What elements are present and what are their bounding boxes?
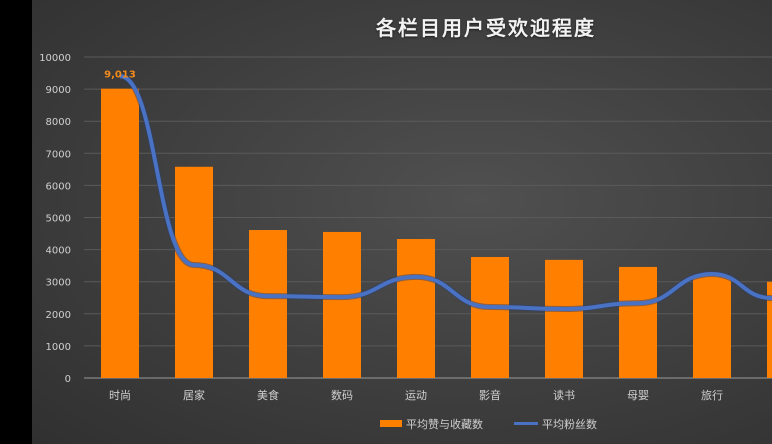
line-series-avg-followers — [119, 74, 772, 311]
bar — [249, 230, 287, 378]
y-tick-label: 9000 — [46, 85, 71, 96]
x-category-label: 影音 — [479, 388, 501, 402]
x-category-label: 时尚 — [109, 388, 131, 402]
legend-label-line: 平均粉丝数 — [542, 418, 597, 431]
x-category-label: 美食 — [257, 388, 279, 402]
bar — [693, 275, 731, 378]
x-category-label: 运动 — [405, 389, 427, 402]
y-tick-label: 3000 — [46, 278, 71, 289]
legend-label-bar: 平均赞与收藏数 — [406, 417, 483, 431]
y-tick-label: 10000 — [39, 53, 71, 64]
y-tick-label: 2000 — [46, 310, 71, 321]
bar — [767, 281, 772, 378]
x-category-label: 读书 — [553, 388, 575, 402]
y-tick-label: 6000 — [46, 181, 71, 192]
x-category-label: 居家 — [183, 388, 205, 402]
chart-title: 各栏目用户受欢迎程度 — [376, 16, 596, 40]
bar — [101, 88, 139, 378]
y-tick-label: 1000 — [46, 342, 71, 353]
line-shadow — [119, 73, 772, 312]
y-tick-label: 4000 — [46, 246, 71, 257]
bar — [323, 231, 361, 378]
x-category-label: 母婴 — [627, 389, 649, 402]
y-tick-label: 8000 — [46, 117, 71, 128]
legend-swatch-bar — [380, 420, 402, 427]
y-tick-label: 0 — [65, 374, 71, 385]
bar — [619, 266, 657, 378]
x-category-label: 旅行 — [701, 388, 723, 402]
y-tick-label: 5000 — [46, 214, 71, 225]
legend-swatch-line — [514, 422, 538, 425]
y-tick-label: 7000 — [46, 149, 71, 160]
bar — [545, 259, 583, 378]
bar — [471, 256, 509, 378]
data-label: 9,013 — [104, 70, 136, 81]
bar — [397, 239, 435, 378]
bar — [175, 166, 213, 378]
x-category-label: 数码 — [331, 389, 353, 402]
